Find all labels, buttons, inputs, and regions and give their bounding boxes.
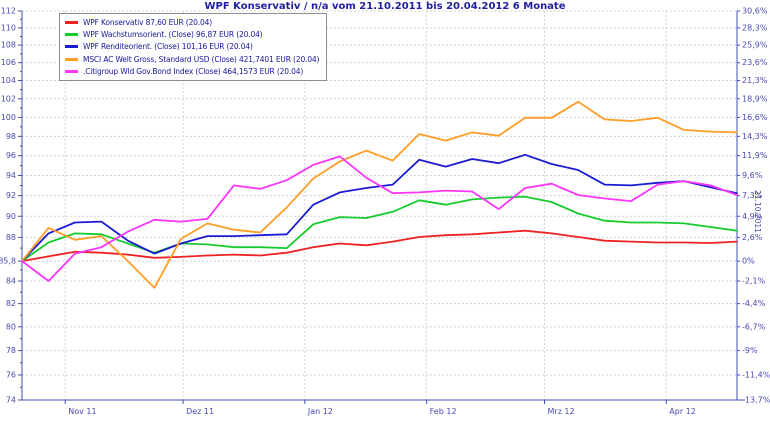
y-axis-label-left: 102: [1, 94, 16, 103]
series-line-0: [21, 229, 738, 263]
legend-item-4: .Citigroup Wld Gov.Bond Index (Close) 46…: [65, 65, 319, 77]
y-axis-label-right: 7,3%: [742, 191, 763, 200]
y-axis-label-left: 76: [6, 370, 16, 379]
legend-swatch-icon: [65, 69, 78, 73]
y-axis-label-right: -9%: [742, 346, 758, 355]
y-axis-label-right: 30,6%: [742, 7, 768, 16]
y-axis-label-left: 112: [1, 7, 16, 16]
y-axis-label-left: 88: [6, 233, 16, 242]
y-axis-label-left: 90: [6, 212, 16, 221]
y-axis-label-right: 18,9%: [742, 94, 768, 103]
right-axis-date-label: 21.10.2011: [753, 190, 762, 233]
series-line-1: [21, 195, 738, 263]
y-axis-label-right: -11,4%: [742, 370, 770, 379]
legend-swatch-icon: [65, 32, 78, 36]
y-axis-label-right: 23,6%: [742, 58, 768, 67]
y-axis-label-right: -13,7%: [742, 396, 770, 405]
legend-item-1: WPF Wachstumsorient. (Close) 96,87 EUR (…: [65, 28, 319, 40]
x-axis-label: Mrz 12: [548, 407, 575, 416]
y-axis-label-right: 25,9%: [742, 41, 768, 50]
y-axis-label-right: 2,6%: [742, 233, 763, 242]
y-axis-label-left: 74: [6, 396, 16, 405]
legend: WPF Konservativ 87,60 EUR (20.04) WPF Wac…: [59, 13, 328, 82]
legend-swatch-icon: [65, 57, 78, 61]
y-axis-label-left: 108: [1, 41, 16, 50]
y-axis-label-left: 96: [6, 151, 16, 160]
y-axis-label-left: 78: [6, 346, 16, 355]
legend-item-2: WPF Renditeorient. (Close) 101,16 EUR (2…: [65, 41, 319, 53]
x-axis-label: Nov 11: [68, 407, 96, 416]
legend-item-label: WPF Renditeorient. (Close) 101,16 EUR (2…: [83, 42, 253, 52]
y-axis-label-right: 4,9%: [742, 212, 763, 221]
y-axis-label-left: 84: [6, 277, 16, 286]
x-axis-label: Feb 12: [430, 407, 457, 416]
y-axis-label-left: 85,8: [0, 257, 16, 266]
y-axis-label-right: 21,3%: [742, 76, 768, 85]
y-axis-label-left: 104: [1, 76, 16, 85]
legend-swatch-icon: [65, 45, 78, 49]
y-axis-label-right: 11,9%: [742, 151, 768, 160]
y-axis-label-left: 92: [6, 191, 16, 200]
y-axis-label-right: 28,3%: [742, 23, 768, 32]
legend-item-label: WPF Konservativ 87,60 EUR (20.04): [83, 17, 213, 27]
y-axis-label-left: 82: [6, 299, 16, 308]
x-axis-label: Apr 12: [669, 407, 696, 416]
series-line-2: [21, 153, 738, 263]
y-axis-label-right: -4,4%: [742, 299, 766, 308]
y-axis-label-left: 80: [6, 322, 16, 331]
y-axis-label-right: 16,6%: [742, 113, 768, 122]
series-line-4: [21, 155, 738, 282]
x-axis-label: Dez 11: [186, 407, 214, 416]
y-axis-label-right: 0%: [742, 257, 755, 266]
x-axis-label: Jan 12: [307, 407, 333, 416]
legend-item-0: WPF Konservativ 87,60 EUR (20.04): [65, 16, 319, 28]
legend-swatch-icon: [65, 20, 78, 24]
legend-item-3: MSCI AC Welt Gross, Standard USD (Close)…: [65, 53, 319, 65]
legend-item-label: WPF Wachstumsorient. (Close) 96,87 EUR (…: [83, 29, 263, 39]
legend-item-label: .Citigroup Wld Gov.Bond Index (Close) 46…: [83, 66, 304, 76]
y-axis-label-right: -6,7%: [742, 322, 766, 331]
y-axis-label-left: 106: [1, 58, 16, 67]
chart-title: WPF Konservativ / n/a vom 21.10.2011 bis…: [204, 1, 566, 12]
y-axis-label-left: 98: [6, 132, 16, 141]
y-axis-label-right: 9,6%: [742, 171, 763, 180]
legend-item-label: MSCI AC Welt Gross, Standard USD (Close)…: [83, 54, 320, 64]
series-line-3: [21, 100, 738, 289]
y-axis-label-left: 94: [6, 171, 16, 180]
y-axis-label-right: 14,3%: [742, 132, 768, 141]
y-axis-label-right: -2,1%: [742, 277, 766, 286]
y-axis-label-left: 110: [1, 23, 16, 32]
y-axis-label-left: 100: [1, 113, 16, 122]
